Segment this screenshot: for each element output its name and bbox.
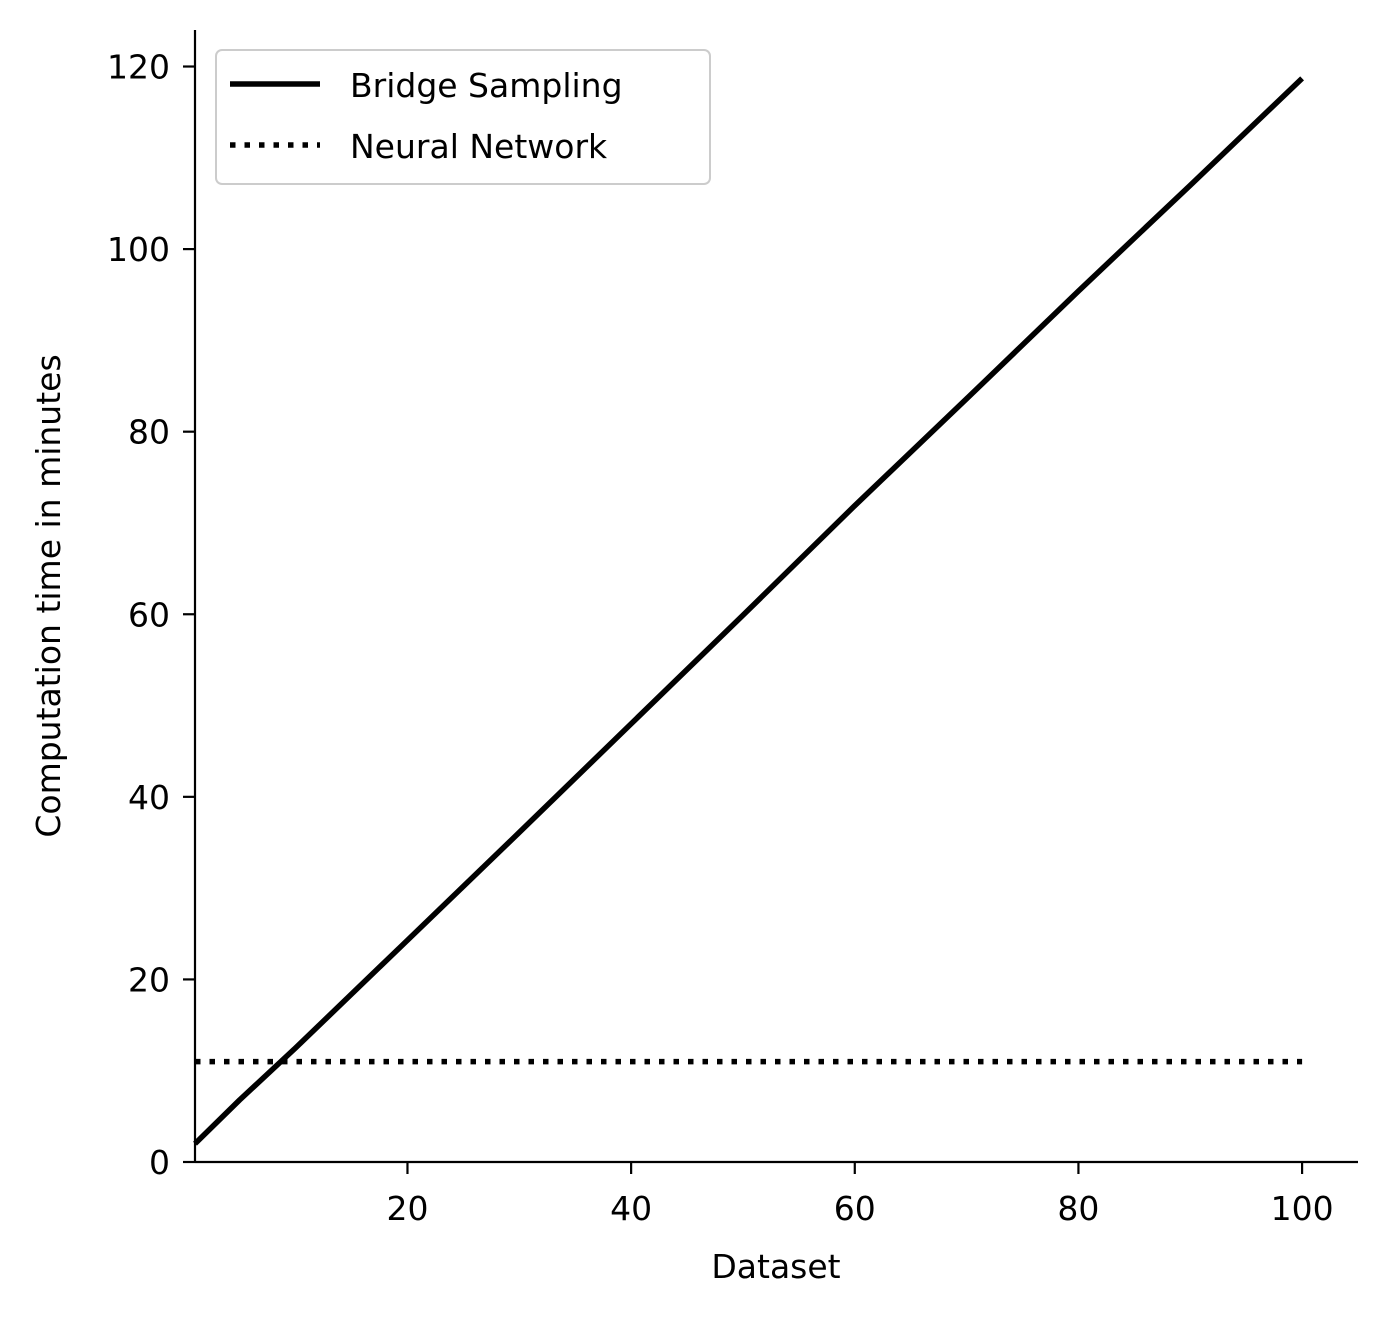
series-line-bridge-sampling bbox=[193, 76, 1304, 1146]
x-tick-label: 40 bbox=[610, 1189, 652, 1228]
y-tick-label: 0 bbox=[149, 1143, 170, 1182]
y-tick-label: 60 bbox=[128, 595, 170, 634]
x-ticks: 20 40 60 80 100 bbox=[386, 1162, 1334, 1228]
legend-frame bbox=[215, 49, 711, 185]
y-tick-label: 20 bbox=[128, 960, 170, 999]
legend: Bridge Sampling Neural Network bbox=[215, 49, 711, 185]
x-tick-label: 100 bbox=[1271, 1189, 1334, 1228]
x-tick-label: 80 bbox=[1057, 1189, 1099, 1228]
y-tick-label: 80 bbox=[128, 413, 170, 452]
y-tick-label: 120 bbox=[107, 48, 170, 87]
legend-label-neural-network: Neural Network bbox=[350, 127, 608, 166]
axes-layer bbox=[193, 30, 1358, 1164]
x-tick-label: 20 bbox=[386, 1189, 428, 1228]
y-ticks: 0 20 40 60 80 100 120 bbox=[107, 48, 195, 1182]
y-tick-label: 40 bbox=[128, 778, 170, 817]
series-layer bbox=[193, 76, 1304, 1146]
y-axis-title: Computation time in minutes bbox=[29, 354, 68, 837]
y-tick-label: 100 bbox=[107, 230, 170, 269]
x-tick-label: 60 bbox=[834, 1189, 876, 1228]
x-axis-title: Dataset bbox=[711, 1247, 840, 1286]
legend-label-bridge-sampling: Bridge Sampling bbox=[350, 66, 623, 105]
